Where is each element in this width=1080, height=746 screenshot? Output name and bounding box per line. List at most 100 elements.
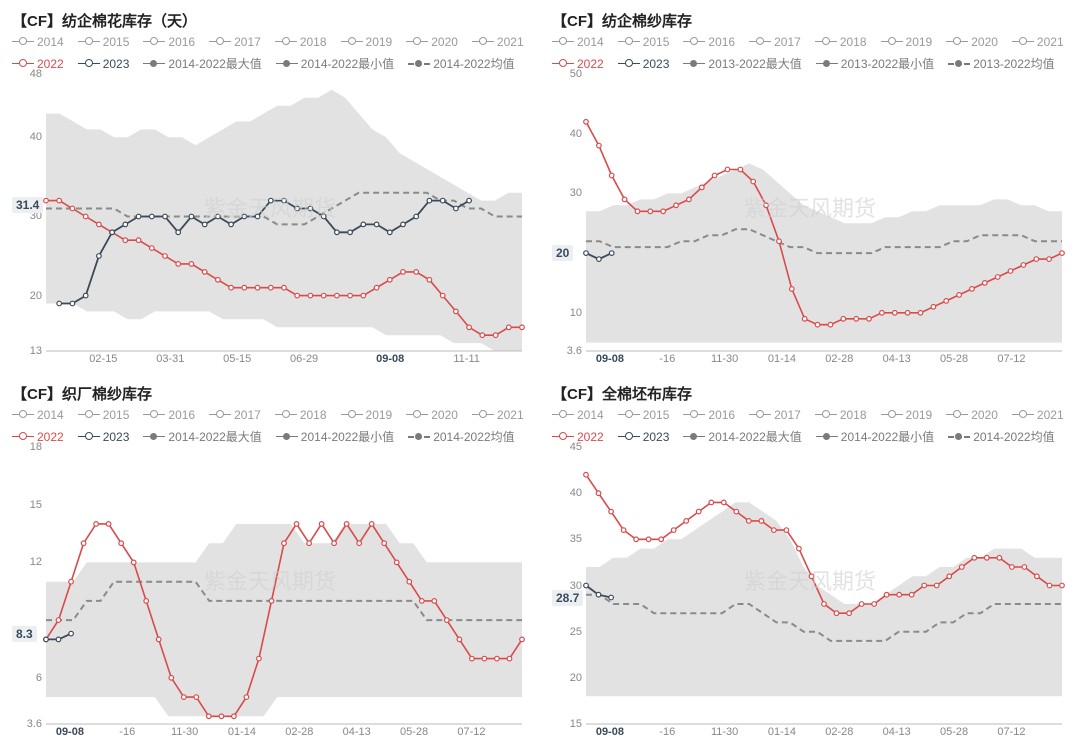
- legend-item[interactable]: 2014-2022最小值: [276, 428, 394, 445]
- x-tick-label: 04-13: [883, 353, 911, 365]
- legend-label: 2014: [37, 408, 64, 422]
- legend-label: 2021: [497, 35, 524, 49]
- legend-item[interactable]: 2015: [618, 408, 670, 422]
- legend-label: 2014: [37, 35, 64, 49]
- y-tick-label: 45: [570, 441, 582, 453]
- legend-item[interactable]: 2014-2022均值: [408, 55, 514, 72]
- x-tick-label: 04-13: [883, 726, 911, 738]
- legend-item[interactable]: 2014-2022均值: [408, 428, 514, 445]
- legend-item[interactable]: 2018: [275, 35, 327, 49]
- legend-item[interactable]: 2021: [472, 35, 524, 49]
- legend-item[interactable]: 2016: [683, 408, 735, 422]
- y-tick-label: 30: [570, 187, 582, 199]
- x-tick-label: 11-30: [171, 726, 198, 738]
- legend-marker-icon: [472, 410, 494, 420]
- legend-item[interactable]: 2020: [406, 35, 458, 49]
- legend-item[interactable]: 2020: [946, 35, 998, 49]
- legend-item[interactable]: 2014-2022最小值: [816, 428, 934, 445]
- x-tick-label: 11-30: [711, 726, 738, 738]
- legend-item[interactable]: 2014: [12, 35, 64, 49]
- legend-item[interactable]: 2023: [78, 57, 130, 71]
- legend-marker-icon: [341, 37, 363, 47]
- legend-item[interactable]: 2015: [618, 35, 670, 49]
- legend-marker-icon: [406, 37, 428, 47]
- legend-item[interactable]: 2019: [881, 408, 933, 422]
- chart-title: 【CF】全棉坯布库存: [552, 383, 1068, 404]
- legend-item[interactable]: 2014: [552, 408, 604, 422]
- legend-item[interactable]: 2014: [12, 408, 64, 422]
- y-axis-highlight-label: 28.7: [552, 590, 583, 606]
- legend-marker-icon: [946, 37, 968, 47]
- legend-item[interactable]: 2016: [683, 35, 735, 49]
- legend-item[interactable]: 2013-2022最大值: [683, 55, 801, 72]
- legend-item[interactable]: 2014-2022均值: [948, 428, 1054, 445]
- legend-item[interactable]: 2017: [209, 408, 261, 422]
- legend-marker-icon: [618, 37, 640, 47]
- legend-item[interactable]: 2017: [749, 408, 801, 422]
- legend-marker-icon: [78, 432, 100, 442]
- x-tick-label: 01-14: [768, 353, 796, 365]
- legend-label: 2020: [431, 408, 458, 422]
- legend-item[interactable]: 2015: [78, 35, 130, 49]
- legend-label: 2016: [708, 408, 735, 422]
- legend-label: 2020: [971, 408, 998, 422]
- legend-marker-icon: [1012, 410, 1034, 420]
- legend-item[interactable]: 2018: [275, 408, 327, 422]
- x-tick-label: 02-15: [89, 353, 117, 365]
- chart-title: 【CF】纺企棉花库存（天）: [12, 10, 528, 31]
- y-tick-label: 20: [30, 290, 42, 302]
- legend-item[interactable]: 2013-2022最小值: [816, 55, 934, 72]
- legend-label: 2018: [840, 35, 867, 49]
- legend-label: 2016: [168, 35, 195, 49]
- legend-item[interactable]: 2016: [143, 35, 195, 49]
- panel-mill-yarn-inventory: 【CF】织厂棉纱库存201420152016201720182019202020…: [4, 377, 536, 742]
- legend-marker-icon: [618, 432, 640, 442]
- legend-item[interactable]: 2015: [78, 408, 130, 422]
- legend-label: 2015: [103, 408, 130, 422]
- x-tick-label: 01-14: [228, 726, 256, 738]
- legend-item[interactable]: 2021: [1012, 408, 1064, 422]
- legend-marker-icon: [408, 59, 430, 69]
- legend-item[interactable]: 2019: [341, 35, 393, 49]
- legend-label: 2014-2022最大值: [708, 428, 801, 445]
- legend-marker-icon: [948, 432, 970, 442]
- legend-marker-icon: [618, 59, 640, 69]
- legend-marker-icon: [78, 410, 100, 420]
- y-tick-label: 50: [570, 68, 582, 80]
- legend-item[interactable]: 2019: [341, 408, 393, 422]
- legend-item[interactable]: 2017: [209, 35, 261, 49]
- legend-item[interactable]: 2018: [815, 35, 867, 49]
- legend-item[interactable]: 2014-2022最大值: [143, 428, 261, 445]
- legend-item[interactable]: 2014: [552, 35, 604, 49]
- y-axis-ticks: 3.66121518: [14, 447, 42, 724]
- legend-marker-icon: [276, 432, 298, 442]
- x-tick-label: 03-31: [156, 353, 184, 365]
- legend-item[interactable]: 2013-2022均值: [948, 55, 1054, 72]
- legend-item[interactable]: 2020: [946, 408, 998, 422]
- y-tick-label: 48: [30, 68, 42, 80]
- legend-item[interactable]: 2023: [78, 430, 130, 444]
- y-tick-label: 10: [570, 307, 582, 319]
- minmax-band: [46, 90, 522, 351]
- x-tick-label: 11-11: [453, 353, 480, 365]
- legend-item[interactable]: 2020: [406, 408, 458, 422]
- legend-item[interactable]: 2019: [881, 35, 933, 49]
- legend-marker-icon: [406, 410, 428, 420]
- legend-label: 2014-2022最小值: [841, 428, 934, 445]
- legend-item[interactable]: 2023: [618, 57, 670, 71]
- legend-marker-icon: [552, 410, 574, 420]
- legend-item[interactable]: 2023: [618, 430, 670, 444]
- legend-item[interactable]: 2018: [815, 408, 867, 422]
- chart-plot-area: 紫金天风期货132030404831.402-1503-3105-1506-29…: [12, 74, 528, 369]
- legend-item[interactable]: 2021: [472, 408, 524, 422]
- y-tick-label: 40: [570, 487, 582, 499]
- legend-item[interactable]: 2021: [1012, 35, 1064, 49]
- legend-item[interactable]: 2014-2022最大值: [143, 55, 261, 72]
- legend-item[interactable]: 2016: [143, 408, 195, 422]
- legend-label: 2019: [366, 408, 393, 422]
- legend-marker-icon: [143, 410, 165, 420]
- legend-item[interactable]: 2017: [749, 35, 801, 49]
- legend-label: 2016: [168, 408, 195, 422]
- legend-item[interactable]: 2014-2022最大值: [683, 428, 801, 445]
- legend-item[interactable]: 2014-2022最小值: [276, 55, 394, 72]
